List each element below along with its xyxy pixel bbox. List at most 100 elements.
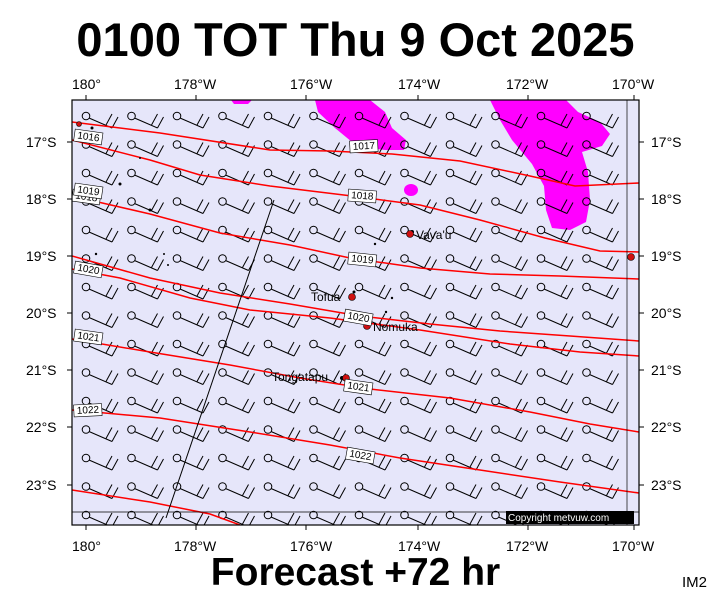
wind-barb — [536, 282, 574, 300]
wind-barb — [354, 396, 392, 414]
isobar-label: 1021 — [347, 380, 371, 394]
wind-barb — [354, 339, 392, 357]
wind-barb — [172, 396, 210, 414]
wind-barb — [127, 311, 164, 328]
wind-barb — [445, 225, 483, 243]
lat-label-left: 18°S — [26, 191, 57, 207]
wind-barb — [354, 225, 392, 243]
wind-barb — [309, 225, 346, 243]
wind-barb — [127, 168, 164, 186]
wind-barb — [172, 140, 210, 157]
wind-barb — [81, 168, 119, 186]
wind-barb — [445, 168, 483, 186]
lon-label-top: 180° — [72, 76, 101, 92]
wind-barb — [354, 111, 392, 129]
wind-barb — [127, 453, 164, 471]
wind-barb — [354, 168, 392, 186]
wind-barb — [309, 197, 346, 214]
wind-barb — [81, 453, 119, 471]
wind-barb — [354, 482, 392, 499]
wind-barb — [172, 482, 210, 499]
islands — [90, 126, 632, 380]
wind-barb — [582, 254, 619, 271]
wind-barb — [263, 197, 301, 214]
wind-barb — [491, 254, 528, 271]
lon-label-bottom: 176°W — [290, 538, 333, 554]
wind-barb — [491, 368, 528, 385]
lon-label-top: 170°W — [612, 76, 655, 92]
wind-barb — [127, 396, 164, 414]
wind-barb — [172, 254, 210, 271]
forecast-label: Forecast +72 hr — [210, 551, 501, 594]
wind-barb — [582, 168, 619, 186]
wind-barb — [400, 282, 437, 300]
wind-barb — [400, 168, 437, 186]
copyright-box — [506, 511, 634, 524]
wind-barb — [263, 168, 301, 186]
image-tag: IM2 — [681, 574, 707, 591]
wind-barb — [400, 368, 437, 385]
lat-label-right: 22°S — [651, 419, 682, 435]
wind-barb — [400, 425, 437, 442]
place-marker-ata — [76, 121, 82, 127]
wind-barb — [309, 254, 346, 271]
wind-barb — [582, 282, 619, 300]
wind-barb — [127, 197, 164, 214]
place-marker-vavau — [406, 230, 414, 238]
wind-barb — [445, 140, 483, 157]
wind-barb — [127, 368, 164, 385]
wind-barb — [582, 225, 619, 243]
wind-barb — [400, 396, 437, 414]
isobar-1016 — [72, 121, 639, 187]
place-label-vavau: Vava'u — [416, 228, 451, 242]
wind-barb — [400, 339, 437, 357]
wind-barb — [263, 482, 301, 499]
wind-barb — [127, 111, 164, 129]
isobar-label: 1018 — [351, 190, 374, 203]
wind-barb — [172, 225, 210, 243]
wind-barb — [218, 311, 255, 328]
wind-barb — [218, 168, 255, 186]
wind-barb — [309, 396, 346, 414]
wind-barb — [445, 425, 483, 442]
wind-barb — [491, 140, 528, 157]
lat-label-right: 20°S — [651, 305, 682, 321]
wind-barb — [309, 339, 346, 357]
wind-barb — [172, 168, 210, 186]
wind-barb — [536, 140, 574, 157]
wind-barb — [218, 197, 255, 214]
wind-barb — [309, 282, 346, 300]
isobar-labels: 1016 1017 1018 1019 1018 1019 — [72, 128, 379, 465]
lon-label-top: 172°W — [506, 76, 549, 92]
wind-barb — [263, 254, 301, 271]
rain-area — [315, 100, 406, 150]
wind-barb — [218, 482, 255, 499]
wind-barb — [172, 510, 210, 525]
wind-barb — [127, 225, 164, 243]
wind-barb — [81, 282, 119, 300]
lat-label-left: 21°S — [26, 362, 57, 378]
isobar-label: 1019 — [351, 253, 375, 266]
place-label-tofua: Tofua — [311, 290, 341, 304]
copyright-text: Copyright metvuw.com — [508, 513, 609, 524]
wind-barb — [536, 197, 574, 214]
lon-label-top: 176°W — [290, 76, 333, 92]
wind-barb — [172, 453, 210, 471]
place-label-nomuka: Nomuka — [373, 320, 418, 334]
wind-barb — [445, 111, 483, 129]
isobar-label: 1016 — [77, 130, 101, 144]
wind-barb — [445, 510, 483, 525]
wind-barb — [582, 425, 619, 442]
wind-barb — [445, 339, 483, 357]
wind-barb — [536, 396, 574, 414]
lat-label-right: 21°S — [651, 362, 682, 378]
wind-barb — [172, 111, 210, 129]
wind-barb — [263, 111, 301, 129]
wind-barb — [81, 425, 119, 442]
isobar-label: 1020 — [346, 311, 370, 326]
wind-barb — [445, 282, 483, 300]
wind-barb — [309, 482, 346, 499]
wind-barb — [582, 396, 619, 414]
wind-barb — [309, 168, 346, 186]
map-content: Vava'u Tofua Nomuka Tongatapu 1016 1017 … — [72, 100, 639, 525]
